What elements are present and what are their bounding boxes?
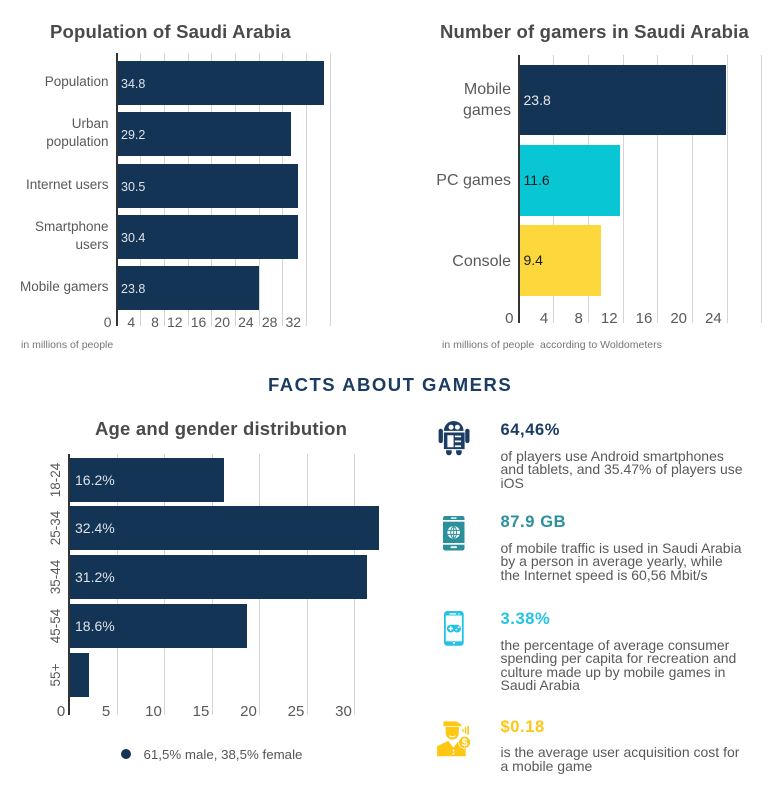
svg-text:$: $ bbox=[462, 737, 468, 749]
